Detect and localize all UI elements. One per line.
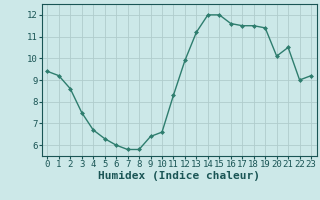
X-axis label: Humidex (Indice chaleur): Humidex (Indice chaleur) (98, 171, 260, 181)
